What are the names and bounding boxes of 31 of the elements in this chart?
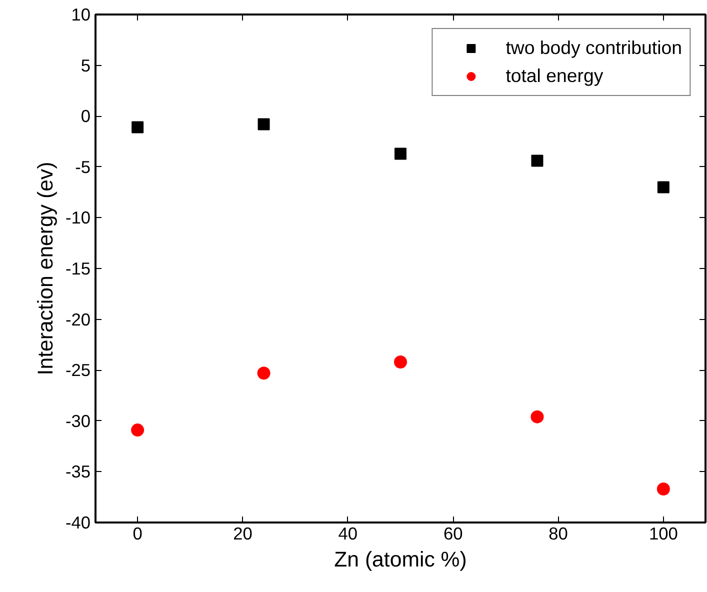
y-tick-label: -10 (65, 208, 90, 228)
x-tick-label: 40 (338, 524, 358, 544)
point (131, 424, 144, 437)
point (656, 482, 670, 496)
point (258, 118, 270, 130)
x-tick-label: 100 (648, 524, 678, 544)
y-tick-label: -15 (65, 258, 90, 278)
point (394, 355, 407, 368)
x-tick-label: 60 (443, 524, 463, 544)
legend-label: total energy (506, 65, 604, 87)
y-tick-label: 0 (80, 106, 91, 126)
y-tick-label: -30 (65, 410, 90, 431)
x-tick-label: 20 (233, 524, 252, 544)
y-tick-label: 5 (80, 55, 91, 76)
point (394, 148, 406, 160)
y-tick-label: -20 (65, 309, 90, 330)
y-axis-title: Interaction energy (ev) (33, 162, 58, 376)
x-tick-label: 80 (548, 524, 568, 544)
point (132, 121, 144, 134)
point (257, 366, 270, 380)
y-tick-label: -40 (65, 512, 90, 532)
point (531, 154, 544, 167)
x-tick-label: 0 (132, 524, 142, 544)
y-tick-label: -5 (75, 156, 91, 177)
legend-label: two body contribution (506, 37, 682, 59)
x-axis-title: Zn (atomic %) (334, 548, 467, 572)
y-tick-label: -25 (65, 360, 90, 380)
point (530, 410, 544, 424)
y-tick-label: 10 (71, 4, 91, 24)
point (657, 181, 670, 194)
y-tick-label: -35 (65, 462, 90, 482)
